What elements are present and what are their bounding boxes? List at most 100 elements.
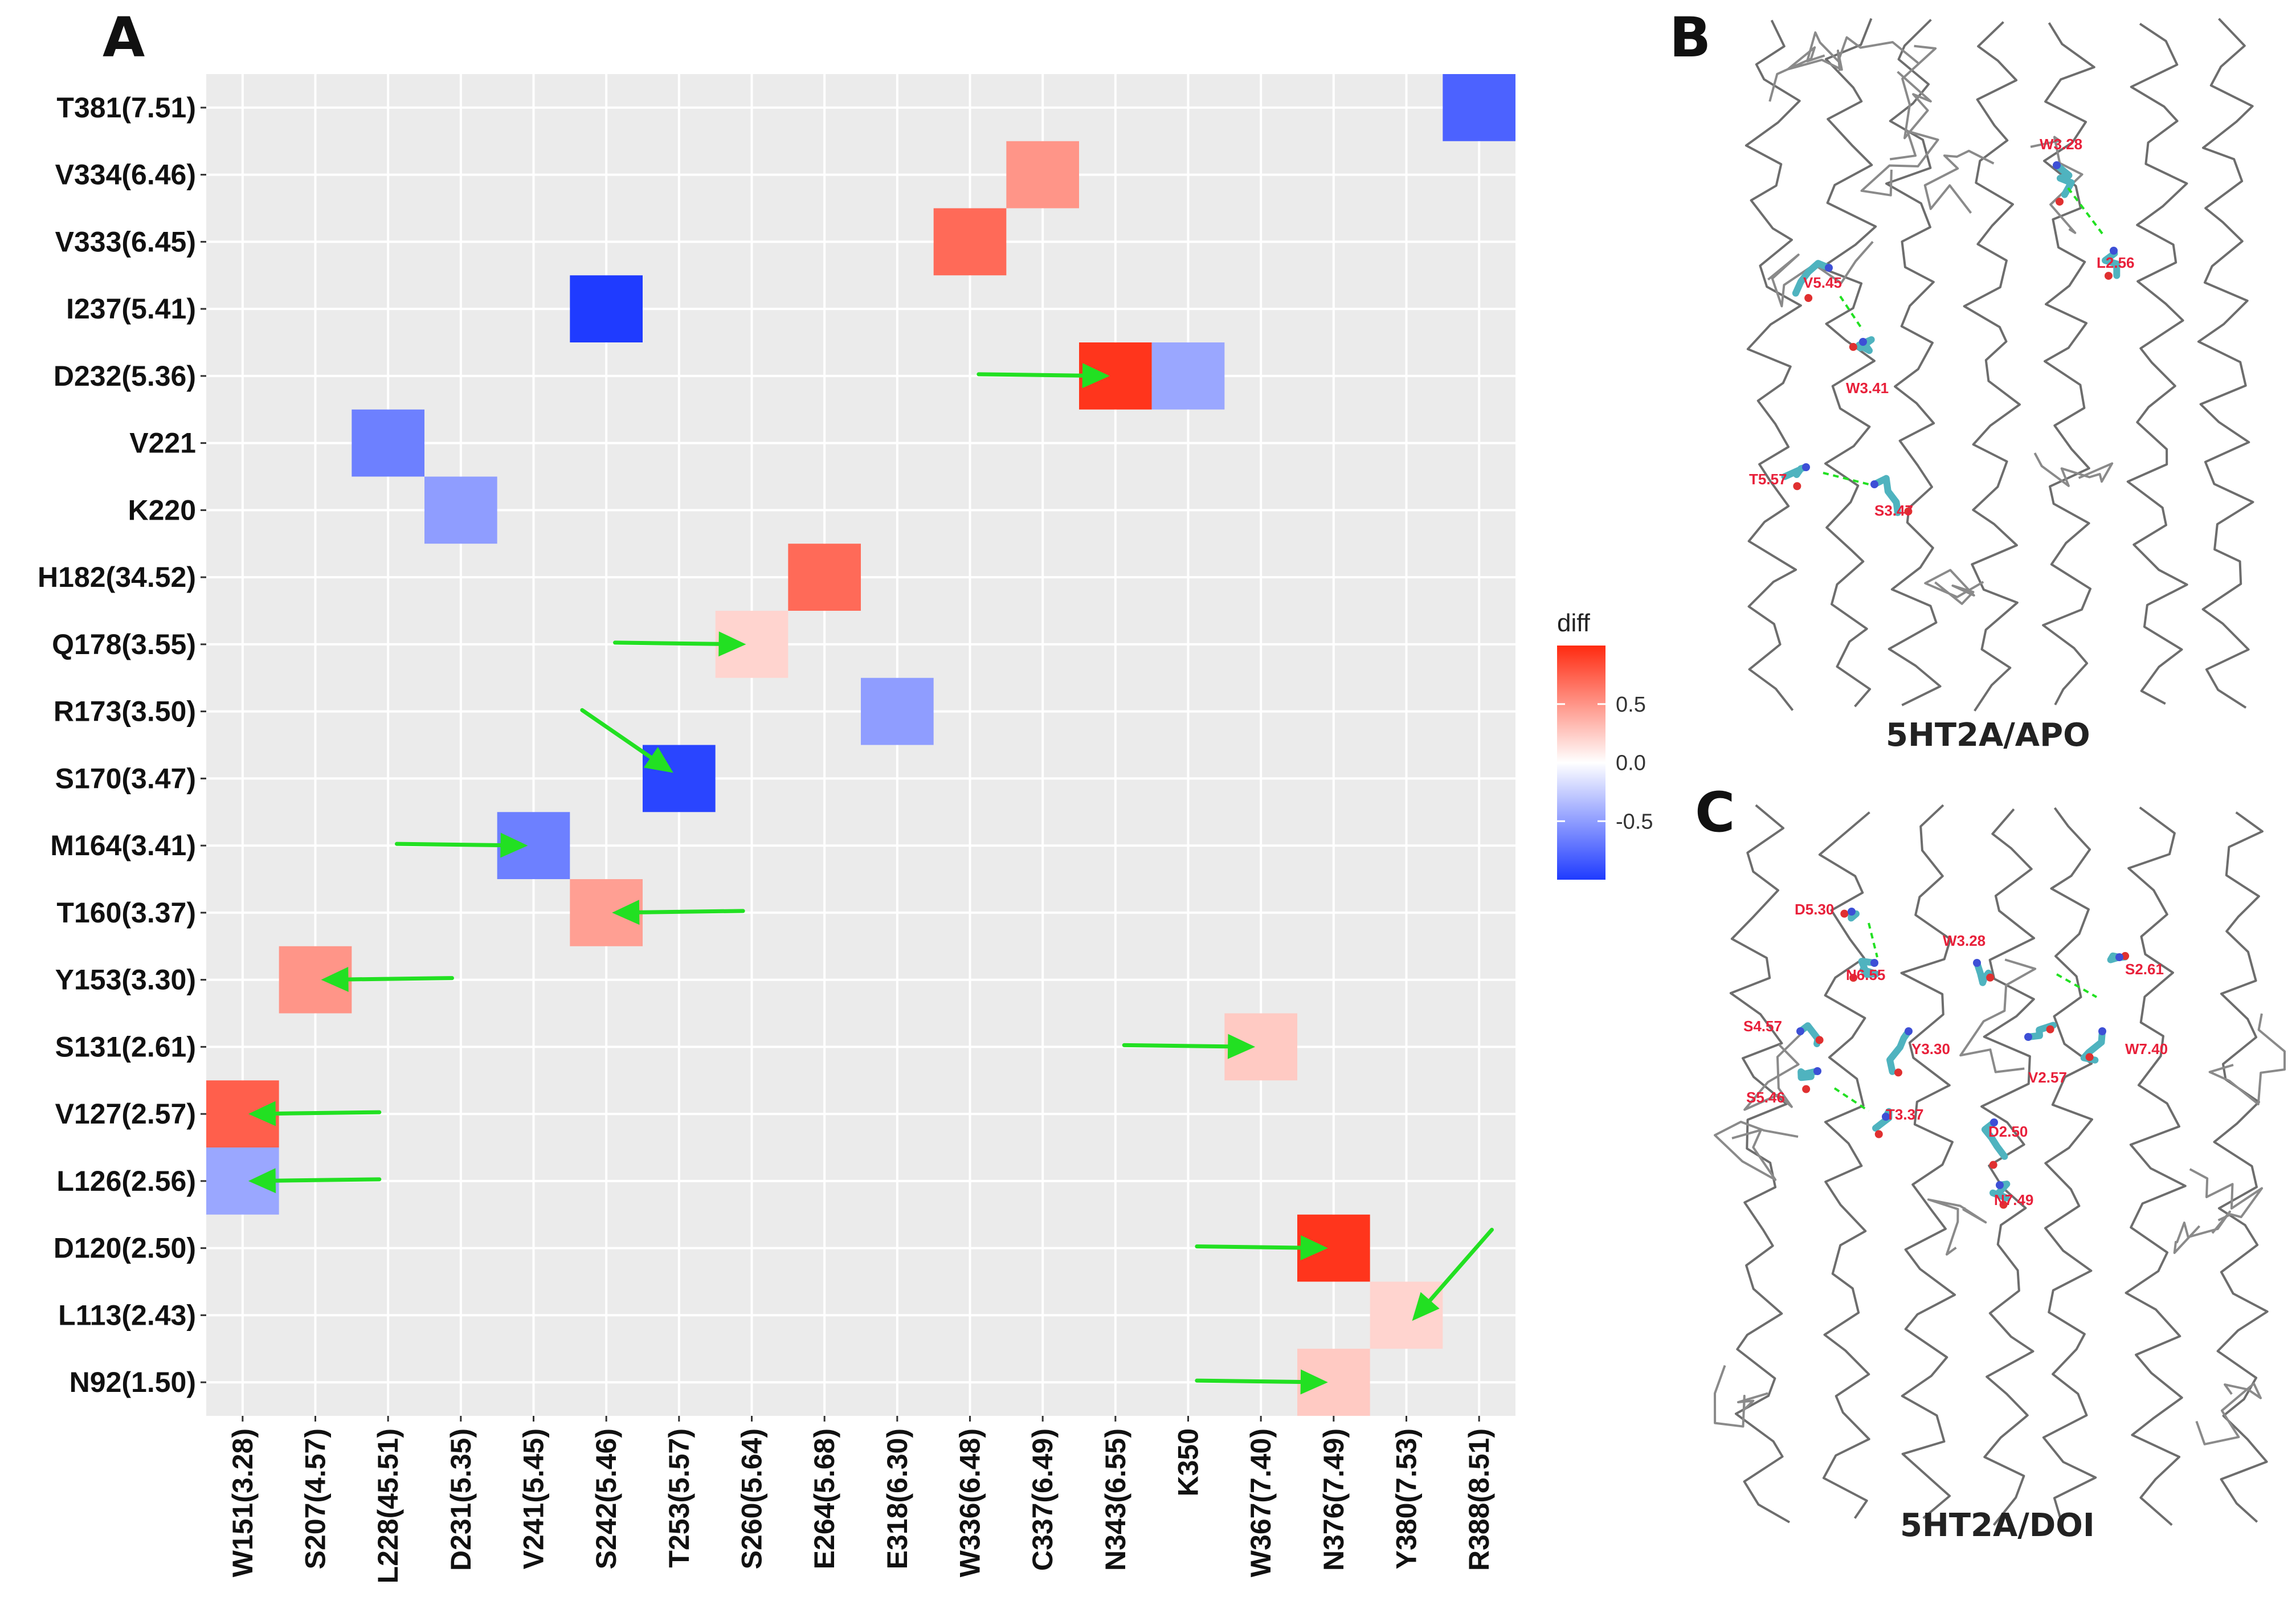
residue-y3-30: Y3.30 [1886,1027,1950,1077]
x-tick-label: S242(5.46) [590,1428,622,1569]
arrow-d120-2-50-n376-7-49 [1195,1235,1328,1260]
heatmap-chart: T381(7.51) V334(6.46) V333(6.45) I237(5.41)… [38,74,1653,1583]
y-axis: T381(7.51) V334(6.46) V333(6.45) I237(5.41)… [38,92,206,1398]
residue-label: W7.40 [2125,1040,2168,1057]
residue-d2-50: D2.50 [1981,1118,2028,1169]
y-tick-label: V221 [129,427,196,459]
y-tick-label: D120(2.50) [54,1232,196,1264]
residue-label: W3.28 [1943,932,1985,949]
residue-label: S5.46 [1746,1089,1785,1106]
x-tick-label: S260(5.64) [736,1428,768,1569]
y-tick-label: K220 [128,494,196,526]
arrow-t160-3-37-s242-5-46 [612,900,745,925]
y-tick-label: T160(3.37) [56,897,196,929]
y-tick-label: D232(5.36) [54,360,196,392]
residue-label: S3.47 [1874,502,1913,519]
doi-structure-image: D5.30 N6.55 W3.28 S2.61 S4.57 Y3.30 V2.57 W7.40… [1714,804,2286,1526]
x-tick-label: D231(5.35) [445,1428,477,1571]
residue-w7-40: W7.40 [2080,1027,2168,1064]
x-tick-label: K350 [1172,1428,1204,1497]
x-tick-label: R388(8.51) [1463,1428,1495,1571]
y-tick-label: Q178(3.55) [52,628,196,660]
x-axis: W151(3.28) S207(4.57) L228(45.51) D231(5.35… [227,1416,1495,1583]
doi-structure-title: 5HT2A/DOI [1900,1507,2095,1544]
y-tick-label: N92(1.50) [70,1366,196,1398]
legend-title: diff [1557,609,1591,637]
hbond-lines [1823,187,2103,485]
y-tick-label: V334(6.46) [55,159,196,191]
residue-d5-30: D5.30 [1795,901,1860,922]
legend-tick-label: 0.5 [1616,693,1646,717]
arrow-l126-2-56-w151-3-28 [248,1168,382,1194]
residue-n6-55: N6.55 [1846,958,1885,983]
tile-i237-5-41-s242-5-46 [570,275,643,342]
legend-tick-label: -0.5 [1616,810,1653,834]
y-tick-label: Y153(3.30) [55,964,196,996]
residue-label: D2.50 [1988,1123,2028,1140]
x-tick-label: T253(5.57) [663,1428,695,1568]
residue-w3-41: W3.41 [1846,336,1889,397]
x-tick-label: S207(4.57) [300,1428,332,1569]
arrow-s170-3-47-t253-5-57 [580,708,673,773]
residue-label: N7.49 [1994,1191,2033,1208]
tile-r173-3-50-e318-6-30 [861,677,934,745]
arrow-d232-5-36-n343-6-55 [977,363,1110,389]
residue-label: S4.57 [1743,1018,1782,1035]
arrow-m164-3-41-v241-5-45 [395,832,528,858]
residue-t5-57: T5.57 [1749,463,1810,491]
residue-s5-46: S5.46 [1746,1067,1821,1106]
x-tick-label: L228(45.51) [372,1428,404,1583]
tile-t381-7-51-r388-8-51 [1443,74,1515,141]
tile-v221-l228-45-51 [352,409,424,477]
arrow-v127-2-57-w151-3-28 [248,1101,382,1126]
legend-colorbar [1557,646,1605,880]
residue-label: D5.30 [1795,901,1834,918]
residue-label: V2.57 [2028,1069,2067,1086]
residue-s4-57: S4.57 [1743,1018,1824,1047]
x-tick-label: W367(7.40) [1245,1428,1277,1577]
residue-t3-37: T3.37 [1872,1106,1924,1138]
x-tick-label: W151(3.28) [227,1428,259,1577]
x-tick-label: V241(5.45) [518,1428,550,1569]
y-tick-label: V127(2.57) [55,1098,196,1130]
x-tick-label: E318(6.30) [881,1428,913,1569]
tiles [206,74,1515,1416]
residue-s2-61: S2.61 [2107,951,2164,978]
residue-label: L2.56 [2097,254,2135,271]
y-tick-label: I237(5.41) [66,293,196,325]
tile-k220-d231-5-35 [424,476,497,544]
x-tick-label: W336(6.48) [954,1428,986,1577]
arrow-q178-3-55-s260-5-64 [613,631,746,657]
x-tick-label: N376(7.49) [1318,1428,1350,1571]
apo-structure-title: 5HT2A/APO [1886,717,2090,754]
residue-w3-28: W3.28 [1943,932,1995,986]
y-tick-label: V333(6.45) [55,226,196,258]
y-tick-label: T381(7.51) [56,92,196,124]
residue-label: S2.61 [2125,961,2164,978]
tile-v333-6-45-w336-6-48 [933,208,1007,276]
backbone-trace [1745,18,2254,712]
arrow-y153-3-30-s207-4-57 [321,967,454,992]
backbone-trace [1714,804,2286,1526]
y-tick-label: L113(2.43) [58,1299,196,1331]
x-tick-label: N343(6.55) [1100,1428,1131,1571]
legend-tick-label: 0.0 [1616,752,1646,775]
residue-label: W3.41 [1846,379,1889,397]
arrow-s131-2-61-w367-7-40 [1122,1034,1256,1059]
residue-label: N6.55 [1846,966,1885,983]
residue-label: W3.28 [2040,136,2082,153]
y-tick-label: S170(3.47) [55,762,196,794]
tile-l113-2-43-y380-7-53 [1370,1281,1443,1349]
y-tick-label: L126(2.56) [56,1165,196,1197]
panel-c-letter: C [1695,781,1735,844]
residue-label: T3.37 [1886,1106,1924,1123]
hbond-lines [1833,922,2097,1112]
arrow-l113-2-43-y380-7-53 [1412,1227,1494,1321]
residue-label: T5.57 [1749,471,1787,488]
residue-s3-47: S3.47 [1870,475,1913,519]
residue-label: Y3.30 [1911,1040,1950,1057]
tile-d232-5-36-k350 [1151,342,1225,410]
panel-b-letter: B [1669,6,1711,70]
panel-a-letter: A [103,6,145,70]
x-tick-label: Y380(7.53) [1391,1428,1423,1569]
